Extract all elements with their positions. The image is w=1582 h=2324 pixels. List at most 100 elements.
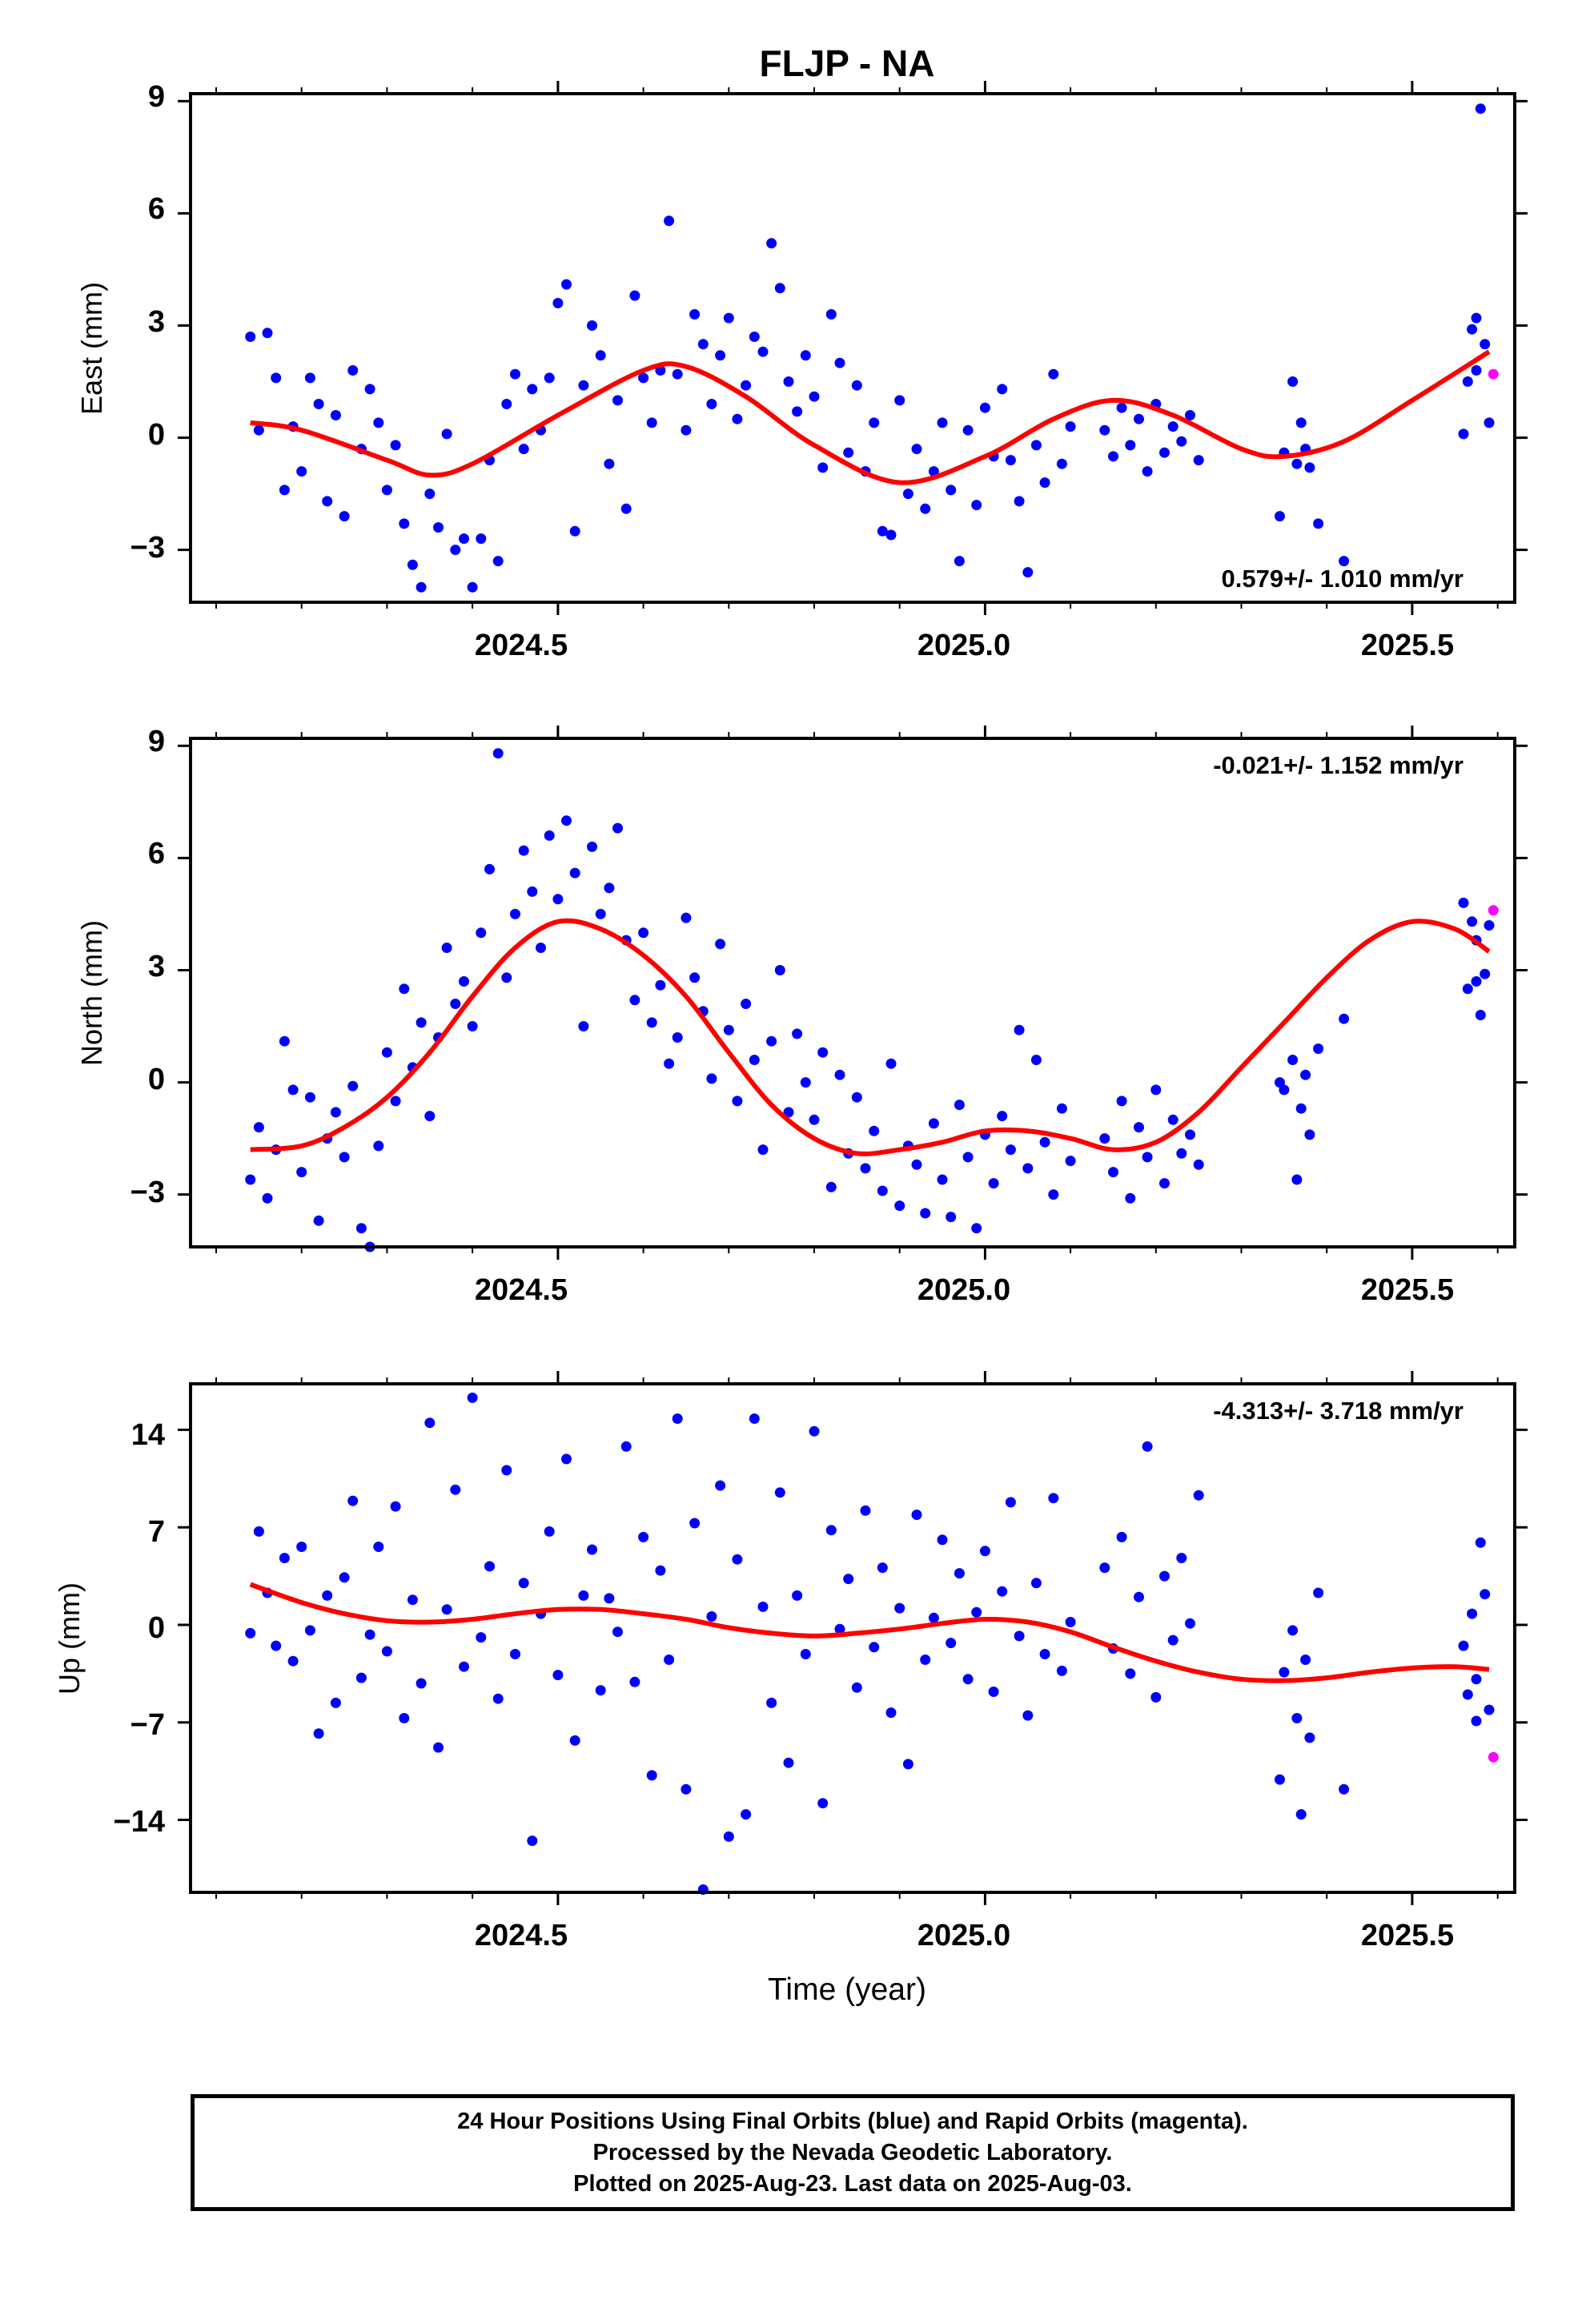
panel-east-final-orbit-point: [501, 399, 512, 409]
panel-north-final-orbit-point: [655, 979, 666, 991]
panel-east-final-orbit-point: [569, 525, 580, 537]
panel-north-final-orbit-point: [1039, 1136, 1050, 1148]
panel-up-final-orbit-point: [1065, 1617, 1076, 1627]
panel-up-ylabel: Up (mm): [53, 1582, 86, 1695]
panel-up-final-orbit-point: [1471, 1674, 1482, 1685]
panel-up-final-orbit-point: [920, 1655, 931, 1665]
panel-up-final-orbit-point: [689, 1518, 701, 1529]
panel-north-final-orbit-point: [1467, 916, 1478, 927]
panel-east-ticks: [178, 81, 1528, 615]
panel-east-final-orbit-point: [1304, 462, 1315, 473]
panel-north-final-orbit-point: [476, 927, 487, 939]
panel-east-ytick-label: 9: [148, 80, 165, 114]
panel-north-final-orbit-point: [1313, 1043, 1324, 1054]
panel-up-final-orbit-point: [732, 1554, 743, 1565]
panel-north-final-orbit-point: [954, 1100, 965, 1111]
panel-east-final-orbit-point: [629, 290, 640, 301]
panel-east-final-orbit-point: [869, 417, 880, 428]
panel-north-final-orbit-point: [988, 1178, 999, 1189]
panel-up-final-orbit-point: [885, 1707, 897, 1719]
panel-east-final-orbit-point: [510, 368, 520, 380]
panel-east-final-orbit-point: [450, 545, 461, 556]
panel-east-final-orbit-point: [373, 417, 384, 428]
panel-up-final-orbit-point: [1193, 1490, 1204, 1501]
panel-up-ytick-label: −7: [130, 1708, 165, 1742]
panel-east-final-orbit-point: [792, 406, 803, 417]
panel-north-final-orbit-point: [347, 1080, 359, 1092]
panel-north-final-orbit-point: [279, 1035, 290, 1047]
panel-north-final-orbit-point: [313, 1215, 324, 1226]
panel-up-final-orbit-point: [902, 1759, 913, 1770]
panel-north-ytick-label: 9: [148, 725, 165, 758]
panel-east-final-orbit-point: [1125, 440, 1136, 451]
panel-north-final-orbit-point: [604, 883, 615, 894]
panel-east-final-orbit-point: [877, 525, 888, 537]
panel-east-final-orbit-point: [825, 309, 837, 320]
panel-up-rate: -4.313+/- 3.718 mm/yr: [1213, 1397, 1464, 1425]
footer-caption: 24 Hour Positions Using Final Orbits (bl…: [191, 2094, 1515, 2211]
panel-up-final-orbit-point: [492, 1693, 504, 1704]
panel-north-final-orbit-point: [330, 1107, 341, 1118]
panel-north-final-orbit-point: [894, 1200, 905, 1212]
panel-north-final-orbit-point: [450, 999, 461, 1009]
panel-east-final-orbit-point: [518, 444, 529, 455]
panel-north-final-orbit-point: [774, 965, 785, 975]
panel-up-final-orbit-point: [501, 1465, 512, 1476]
panel-north-final-orbit-point: [1108, 1167, 1118, 1178]
panel-north-final-orbit-point: [612, 822, 623, 834]
panel-north-final-orbit-point: [962, 1152, 974, 1163]
panel-north-final-orbit-point: [911, 1159, 922, 1170]
panel-east-fit-curve: [250, 349, 1491, 485]
panel-north-final-orbit-point: [800, 1077, 811, 1088]
panel-east: East (mm) 0.579+/- 1.010 mm/yr 2024.5 20…: [75, 80, 1528, 662]
panel-up-final-orbit-point: [612, 1626, 623, 1638]
panel-north-ytick-label: −3: [130, 1176, 165, 1209]
panel-north-final-orbit-point: [1458, 897, 1469, 908]
panel-up-final-orbit-point: [450, 1484, 461, 1495]
panel-up: Up (mm) -4.313+/- 3.718 mm/yr 2024.5 202…: [53, 1371, 1528, 1952]
panel-up-final-orbit-point: [997, 1586, 1008, 1597]
panel-north-final-orbit-point: [441, 943, 452, 953]
panel-north-final-orbit-point: [1125, 1192, 1136, 1204]
panel-up-final-orbit-point: [757, 1601, 769, 1612]
panel-north-final-orbit-point: [817, 1047, 829, 1058]
panel-north-final-orbit-point: [885, 1058, 897, 1069]
panel-up-final-orbit-point: [1475, 1537, 1486, 1548]
panel-north-final-orbit-point: [459, 976, 469, 987]
panel-north-final-orbit-point: [946, 1212, 957, 1223]
panel-north-final-orbit-point: [1176, 1148, 1187, 1159]
panel-east-final-orbit-point: [1065, 421, 1076, 432]
panel-up-final-orbit-point: [1150, 1691, 1162, 1703]
panel-up-final-orbit-point: [825, 1525, 837, 1536]
panel-north-final-orbit-point: [766, 1035, 777, 1047]
panel-north-final-orbit-point: [245, 1174, 256, 1185]
panel-east-points: [245, 103, 1499, 593]
panel-north-final-orbit-point: [390, 1096, 401, 1107]
panel-up-final-orbit-point: [1313, 1587, 1324, 1598]
panel-up-final-orbit-point: [467, 1392, 478, 1403]
panel-east-final-orbit-point: [954, 556, 965, 567]
panel-up-final-orbit-point: [971, 1606, 982, 1618]
panel-north-final-orbit-point: [339, 1152, 350, 1163]
panel-north-final-orbit-point: [1116, 1096, 1127, 1107]
panel-east-rapid-orbit-point: [1488, 368, 1499, 380]
panel-north-final-orbit-point: [1185, 1129, 1195, 1140]
panel-east-final-orbit-point: [979, 402, 990, 413]
panel-up-final-orbit-point: [869, 1642, 880, 1653]
panel-east-final-orbit-point: [664, 215, 675, 227]
panel-north-final-orbit-point: [552, 894, 564, 905]
panel-east-xtick-label: 2025.0: [917, 629, 1010, 662]
panel-north-rate: -0.021+/- 1.152 mm/yr: [1213, 751, 1464, 779]
panel-up-final-orbit-point: [809, 1425, 820, 1437]
panel-north-final-orbit-point: [1193, 1159, 1204, 1170]
panel-east-final-orbit-point: [800, 350, 811, 361]
panel-up-final-orbit-point: [1022, 1710, 1034, 1721]
panel-east-final-orbit-point: [723, 312, 734, 324]
panel-east-final-orbit-point: [271, 372, 282, 384]
panel-north-final-orbit-point: [569, 867, 580, 879]
panel-east-final-orbit-point: [1014, 496, 1025, 507]
panel-up-final-orbit-point: [911, 1510, 922, 1520]
panel-north-final-orbit-point: [399, 983, 410, 995]
panel-up-final-orbit-point: [1099, 1562, 1110, 1574]
panel-east-final-orbit-point: [757, 346, 769, 357]
